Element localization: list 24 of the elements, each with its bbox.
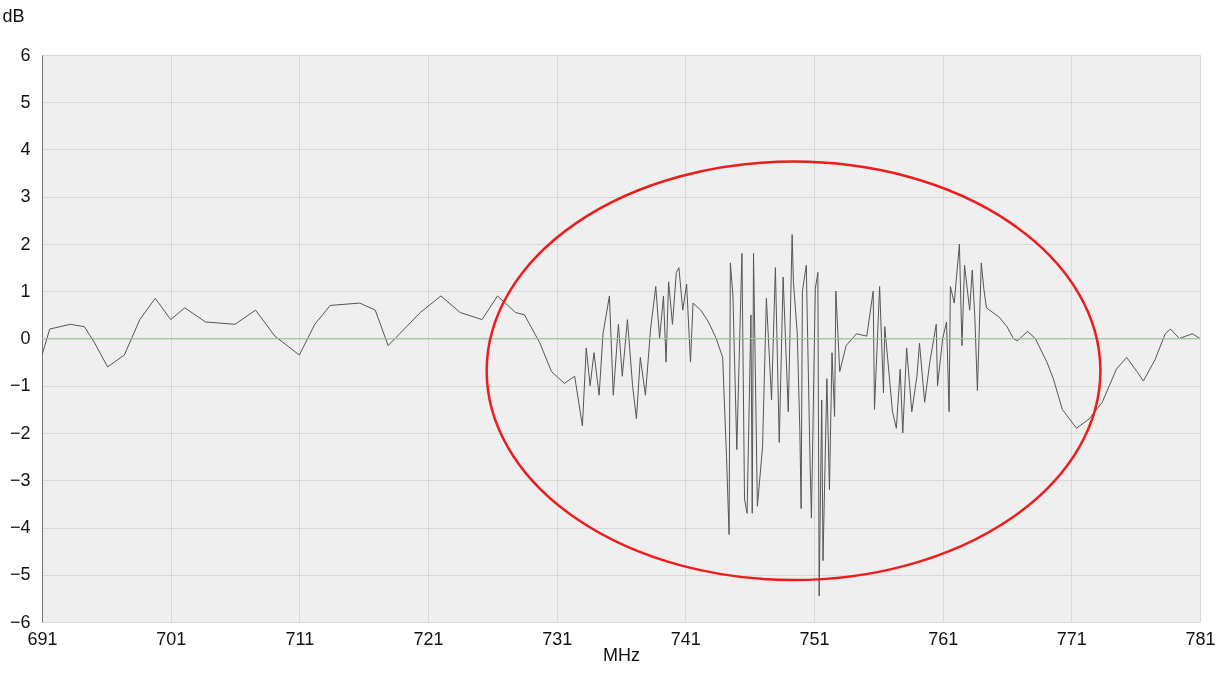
y-tick-label: −5 <box>9 564 31 585</box>
x-tick-label: 781 <box>1185 628 1216 649</box>
x-tick-label: 741 <box>670 628 701 649</box>
x-tick-label: 771 <box>1056 628 1087 649</box>
x-tick-label: 731 <box>542 628 573 649</box>
y-tick-label: −1 <box>9 375 31 396</box>
y-tick-label: 5 <box>20 91 31 112</box>
line-series <box>42 234 1200 597</box>
y-tick-label: 2 <box>20 233 31 254</box>
x-tick-label: 701 <box>156 628 187 649</box>
y-tick-label: 0 <box>20 328 31 348</box>
x-axis-title: MHz <box>603 644 640 665</box>
x-tick-label: 721 <box>413 628 444 649</box>
y-tick-label: 1 <box>20 280 31 301</box>
x-tick-label: 761 <box>928 628 959 649</box>
y-tick-label: −3 <box>9 469 31 490</box>
y-tick-label: −2 <box>9 422 31 443</box>
x-tick-label: 751 <box>799 628 830 649</box>
x-tick-label: 711 <box>285 628 315 649</box>
y-tick-label: −4 <box>9 517 31 537</box>
y-tick-label: 3 <box>20 186 31 207</box>
y-tick-label: 4 <box>20 139 31 159</box>
y-tick-label: 6 <box>20 44 31 65</box>
y-axis-title: dB <box>2 5 25 26</box>
